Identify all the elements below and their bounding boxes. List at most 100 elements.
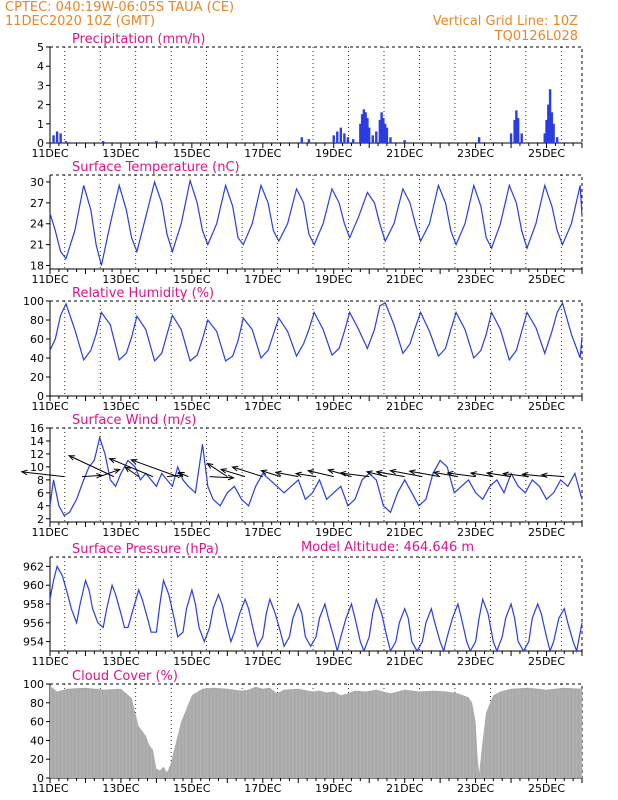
x-tick-label: 25DEC: [528, 655, 565, 668]
panel-4: 954 956 958 960 962 11DEC 13DEC 15DEC 17DEC 19DEC…: [23, 542, 583, 668]
wind-arrow: [295, 473, 317, 478]
precip-bar: [513, 119, 516, 143]
header-grid-note: Vertical Grid Line: 10Z: [433, 14, 578, 29]
precip-bar: [552, 123, 555, 143]
wind-arrow: [68, 455, 115, 478]
x-tick-label: 25DEC: [528, 526, 565, 539]
x-tick-label: 11DEC: [31, 147, 68, 160]
precip-bar: [555, 137, 559, 143]
precip-bar: [547, 104, 550, 143]
precip-bar: [543, 133, 546, 143]
precip-bar: [545, 119, 548, 143]
wind-arrow: [409, 470, 441, 478]
precip-bar: [520, 133, 523, 143]
x-tick-label: 15DEC: [173, 147, 210, 160]
y-tick-label: 954: [23, 636, 44, 649]
wind-arrow: [522, 473, 547, 478]
y-tick-label: 0: [37, 390, 44, 403]
precip-bar: [364, 112, 367, 143]
x-tick-label: 25DEC: [528, 782, 565, 795]
y-tick-label: 80: [30, 697, 44, 710]
wind-arrow: [178, 471, 189, 478]
panel-title: Relative Humidity (%): [72, 286, 214, 301]
panel-1: 18 21 24 27 30 11DEC 13DEC 15DEC 17DEC 19DEC 21DEC…: [30, 160, 583, 286]
wind-arrow: [541, 474, 565, 478]
y-tick-label: 12: [30, 448, 44, 461]
header-date: 11DEC2020 10Z (GMT): [5, 14, 155, 29]
panel-title: Cloud Cover (%): [72, 669, 178, 684]
wind-arrow: [220, 468, 246, 478]
precip-bar: [382, 118, 385, 143]
y-tick-label: 960: [23, 579, 44, 592]
precip-bar: [52, 135, 55, 143]
wind-arrow: [275, 471, 299, 478]
precip-bar: [102, 141, 105, 143]
y-tick-label: 1: [37, 118, 44, 131]
series-line: [49, 564, 583, 654]
x-tick-label: 11DEC: [31, 273, 68, 286]
x-tick-label: 17DEC: [244, 400, 281, 413]
precip-bar: [378, 119, 382, 143]
x-tick-label: 25DEC: [528, 400, 565, 413]
precip-bar: [360, 114, 364, 143]
wind-arrows: [20, 455, 565, 481]
wind-arrow: [503, 473, 529, 478]
precip-bar: [385, 127, 389, 143]
precip-bar: [515, 110, 518, 143]
y-tick-label: 100: [23, 295, 44, 308]
x-tick-label: 21DEC: [386, 400, 423, 413]
y-tick-label: 21: [30, 239, 44, 252]
wind-arrow-head: [375, 469, 383, 476]
panel-title: Surface Wind (m/s): [72, 413, 196, 428]
x-tick-label: 19DEC: [315, 782, 352, 795]
x-tick-label: 15DEC: [173, 400, 210, 413]
y-tick-label: 8: [37, 474, 44, 487]
wind-arrow-head: [306, 469, 315, 475]
x-tick-label: 25DEC: [528, 147, 565, 160]
wind-arrow-head: [339, 470, 347, 477]
wind-arrow-head: [260, 469, 268, 475]
x-tick-label: 21DEC: [386, 147, 423, 160]
x-tick-label: 21DEC: [386, 273, 423, 286]
panel-title: Precipitation (mm/h): [72, 32, 205, 47]
precip-bar: [362, 109, 366, 143]
x-tick-label: 21DEC: [386, 782, 423, 795]
x-tick-label: 17DEC: [244, 655, 281, 668]
wind-arrow-head: [521, 471, 529, 478]
x-tick-label: 19DEC: [315, 526, 352, 539]
y-tick-label: 962: [23, 560, 44, 573]
y-tick-label: 958: [23, 598, 44, 611]
x-tick-label: 23DEC: [457, 147, 494, 160]
x-tick-label: 13DEC: [102, 655, 139, 668]
precip-bar: [343, 133, 346, 143]
y-tick-label: 20: [30, 371, 44, 384]
y-tick-label: 60: [30, 716, 44, 729]
wind-arrow: [340, 472, 370, 478]
x-tick-label: 17DEC: [244, 782, 281, 795]
y-tick-label: 2: [37, 99, 44, 112]
wind-arrow: [81, 474, 102, 478]
precip-bar: [59, 133, 62, 143]
panel-frame: [49, 46, 583, 144]
wind-arrow-head: [501, 471, 510, 478]
wind-arrow: [21, 471, 65, 478]
wind-arrow-head: [389, 468, 397, 475]
x-tick-label: 13DEC: [102, 526, 139, 539]
wind-arrow: [99, 468, 120, 478]
wind-arrow: [124, 466, 139, 478]
header-location: CPTEC: 040:19W-06:05S TAUA (CE): [5, 0, 234, 15]
wind-arrow-head: [130, 459, 138, 465]
panel-frame: [49, 427, 583, 523]
x-tick-label: 23DEC: [457, 526, 494, 539]
y-tick-label: 20: [30, 753, 44, 766]
precip-bar: [516, 118, 520, 143]
x-tick-label: 15DEC: [173, 273, 210, 286]
precip-bar: [550, 112, 554, 143]
precip-bar: [368, 127, 371, 143]
y-tick-label: 30: [30, 176, 44, 189]
x-tick-label: 21DEC: [386, 655, 423, 668]
cloud-cover-area: [50, 685, 582, 778]
wind-arrow-head: [327, 468, 335, 475]
y-tick-label: 80: [30, 314, 44, 327]
